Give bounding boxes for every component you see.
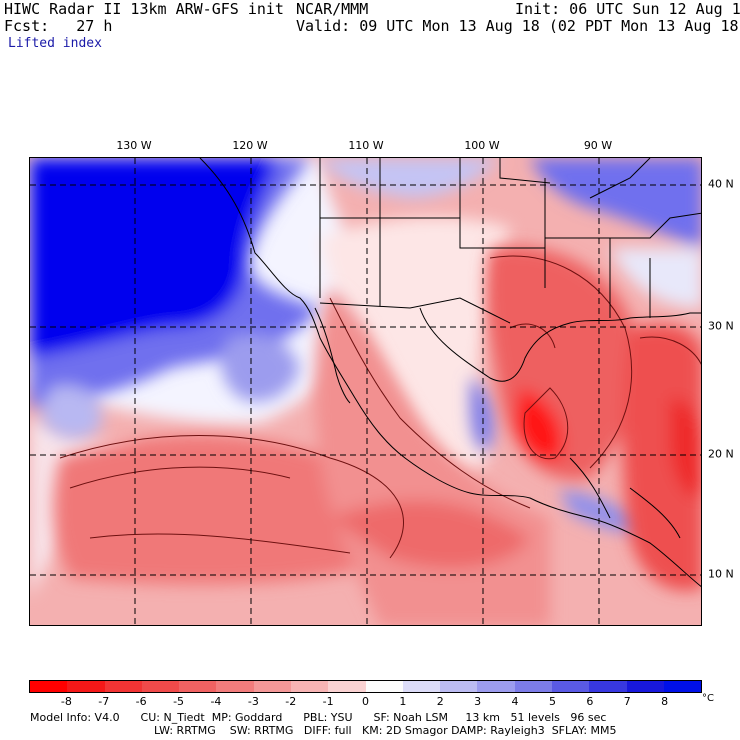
unstable-zones [53, 246, 701, 625]
colorbar-cell [440, 681, 478, 692]
colorbar-cell [589, 681, 627, 692]
map-canvas [30, 158, 701, 625]
init-time: Init: 06 UTC Sun 12 Aug 18 [515, 0, 740, 18]
li-contours [59, 255, 701, 559]
colorbar-tick-label: 5 [548, 695, 556, 708]
lat-label-40n: 40 N [708, 177, 734, 191]
colorbar-cell [67, 681, 105, 692]
colorbar-tick-label: 6 [586, 695, 594, 708]
lat-label-10n: 10 N [708, 567, 734, 581]
colorbar-cell [477, 681, 515, 692]
colorbar-tick-label: -1 [322, 695, 334, 708]
lat-label-30n: 30 N [708, 319, 734, 333]
institution-label: NCAR/MMM [296, 0, 369, 18]
model-title: HIWC Radar II 13km ARW-GFS init [4, 0, 284, 18]
lon-label-100w: 100 W [464, 139, 500, 152]
colorbar-cell [626, 681, 664, 692]
colorbar-tick-label: 3 [474, 695, 482, 708]
colorbar-cell [365, 681, 403, 692]
colorbar-tick-label: -2 [285, 695, 297, 708]
colorbar-cell [141, 681, 180, 692]
colorbar-tick-label: 8 [661, 695, 669, 708]
colorbar-cell [290, 681, 329, 692]
colorbar-tick-label: -5 [173, 695, 185, 708]
colorbar-cell [30, 681, 68, 692]
lifted-index-map [29, 157, 702, 626]
colorbar-cell [253, 681, 291, 692]
colorbar-tick-label: -4 [210, 695, 222, 708]
colorbar-cell [216, 681, 254, 692]
colorbar-tick-label: -7 [98, 695, 110, 708]
colorbar-tick-label: -8 [60, 695, 72, 708]
colorbar-tick-label: 4 [511, 695, 519, 708]
lat-label-20n: 20 N [708, 447, 734, 461]
lon-label-130w: 130 W [116, 139, 152, 152]
colorbar-tick-label: -6 [135, 695, 147, 708]
lon-label-90w: 90 W [583, 139, 613, 152]
colorbar-cell [179, 681, 217, 692]
model-info-line1: Model Info: V4.0 CU: N_Tiedt MP: Goddard… [30, 711, 607, 724]
colorbar-cell [551, 681, 590, 692]
colorbar-cell [328, 681, 366, 692]
colorbar-tick-label: -3 [247, 695, 259, 708]
colorbar [29, 680, 702, 693]
colorbar-cell [514, 681, 552, 692]
colorbar-unit: °C [702, 693, 714, 704]
lon-label-120w: 120 W [232, 139, 268, 152]
latlon-grid [30, 158, 701, 625]
colorbar-tick-label: 0 [362, 695, 369, 708]
valid-time: Valid: 09 UTC Mon 13 Aug 18 (02 PDT Mon … [296, 17, 740, 35]
colorbar-cell [104, 681, 142, 692]
colorbar-tick-label: 1 [399, 695, 407, 708]
colorbar-cell [402, 681, 441, 692]
field-name: Lifted index [8, 36, 102, 51]
colorbar-tick-label: 7 [623, 695, 631, 708]
forecast-hour: Fcst: 27 h [4, 17, 113, 35]
stable-zones [30, 158, 701, 533]
colorbar-tick-label: 2 [436, 695, 444, 708]
model-info-line2: LW: RRTMG SW: RRTMG DIFF: full KM: 2D Sm… [154, 724, 617, 737]
lon-label-110w: 110 W [348, 139, 384, 152]
colorbar-cell [663, 681, 702, 692]
